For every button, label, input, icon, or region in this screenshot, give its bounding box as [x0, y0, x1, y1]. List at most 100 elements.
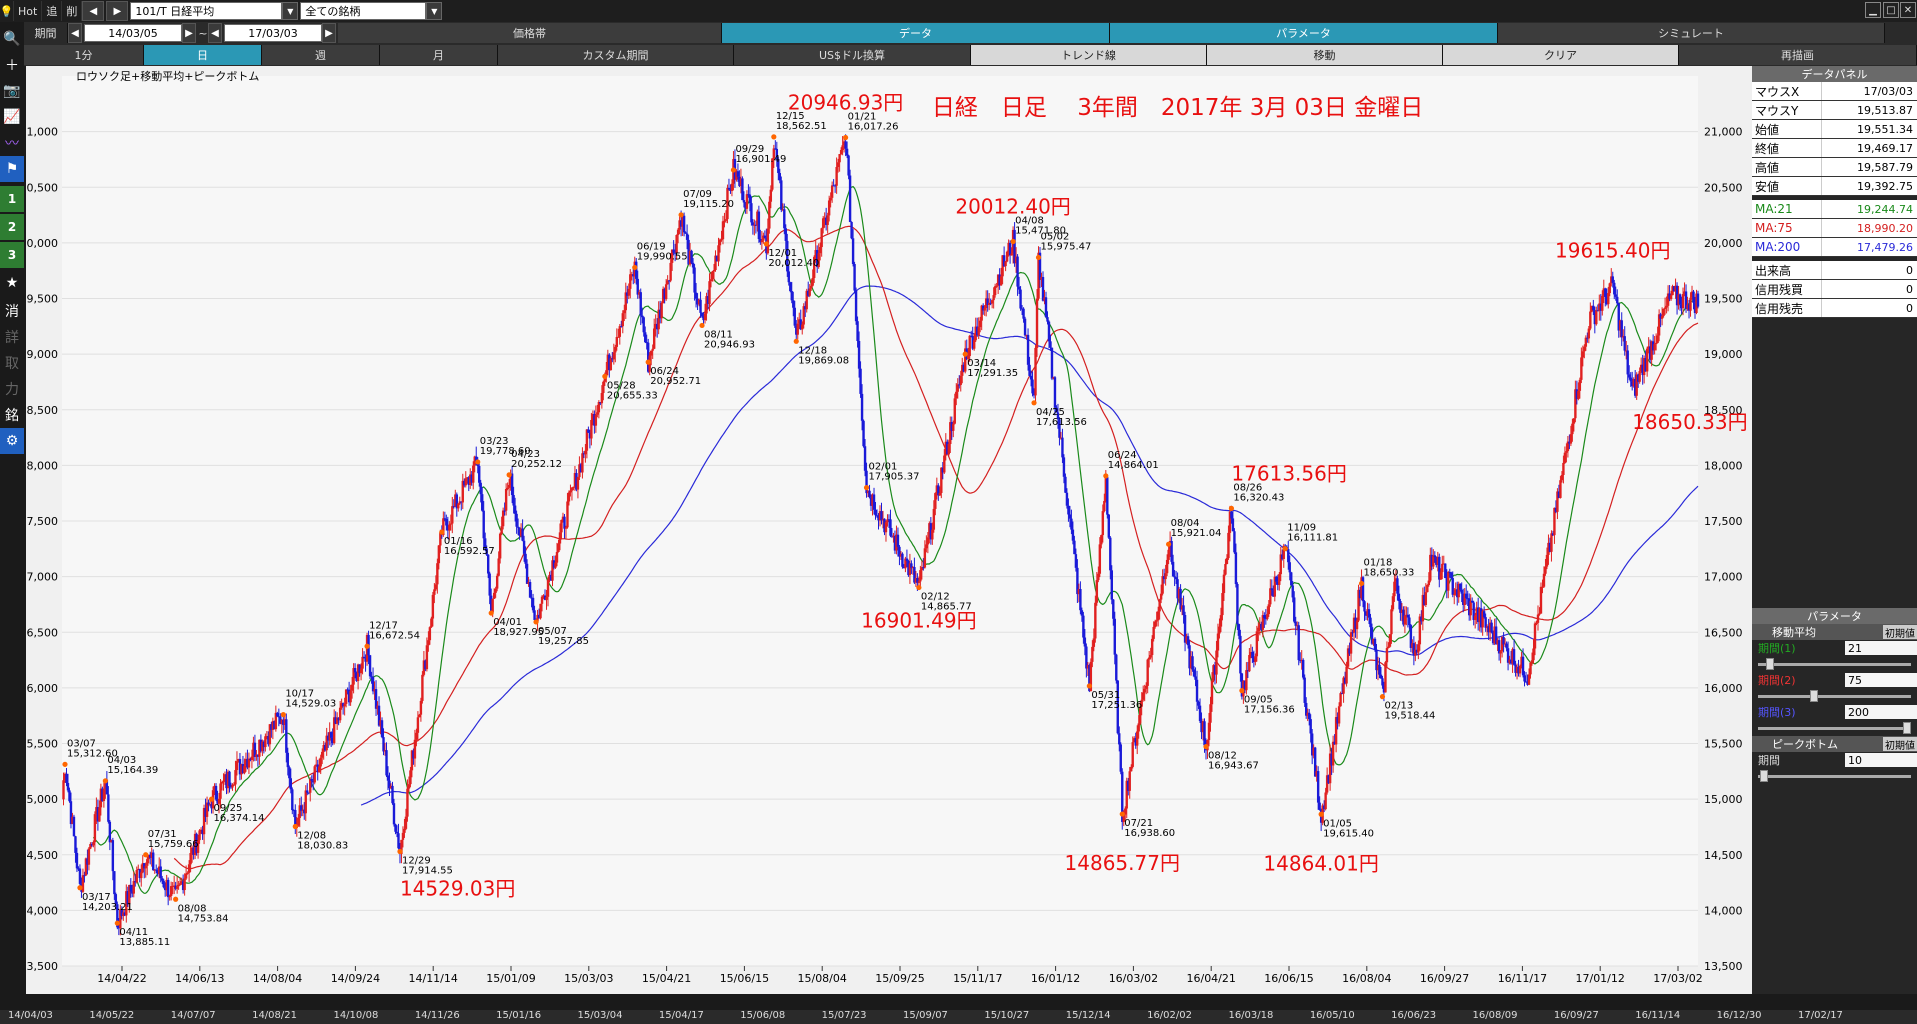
camera-icon[interactable]: 📷 — [3, 83, 21, 99]
power-button[interactable]: 力 — [5, 382, 19, 398]
candle-body — [451, 506, 454, 524]
date-from-prev-button[interactable]: ◀ — [68, 23, 82, 43]
ma-period3-slider[interactable] — [1758, 722, 1911, 734]
ma-period1-input[interactable]: 21 — [1845, 641, 1917, 655]
tab-price-band[interactable]: 価格帯 — [338, 23, 722, 43]
delete-button[interactable]: 削 — [62, 1, 83, 21]
date-to-next-button[interactable]: ▶ — [322, 23, 336, 43]
date-from-next-button[interactable]: ▶ — [182, 23, 196, 43]
price-annotation: 16901.49円 — [861, 609, 976, 633]
redraw-button[interactable]: 再描画 — [1679, 45, 1917, 65]
hot-button[interactable]: Hot — [14, 1, 43, 21]
ma-period3-input[interactable]: 200 — [1845, 705, 1917, 719]
candle-body — [925, 544, 928, 549]
data-panel-value: 0 — [1906, 301, 1913, 315]
ma-period1-thumb[interactable] — [1766, 658, 1774, 670]
preset-2-button[interactable]: 2 — [0, 214, 24, 240]
candle-body — [759, 239, 762, 243]
symbol-dropdown-icon[interactable]: ▼ — [282, 2, 299, 20]
pb-period-slider[interactable] — [1758, 770, 1911, 782]
candle-body — [1415, 649, 1419, 653]
bulb-icon[interactable]: 💡 — [0, 1, 14, 21]
tab-simulate[interactable]: シミュレート — [1498, 23, 1885, 43]
candle-body — [978, 320, 982, 328]
brand-button[interactable]: 銘 — [5, 408, 19, 424]
search-icon[interactable]: 🔍 — [3, 31, 21, 47]
date-from-field[interactable]: 14/03/05 — [84, 24, 182, 42]
add-button[interactable]: 追 — [42, 1, 63, 21]
candle-body — [552, 560, 556, 568]
candle-body — [682, 215, 686, 233]
candle-body — [1665, 305, 1668, 308]
preset-3-button[interactable]: 3 — [0, 242, 24, 268]
chart-compare-icon[interactable]: 〰 — [5, 136, 19, 152]
tab-1min[interactable]: 1分 — [24, 45, 144, 65]
candle-body — [841, 145, 844, 151]
candle-body — [87, 848, 91, 865]
date-to-prev-button[interactable]: ◀ — [208, 23, 222, 43]
symbol-field[interactable]: 101/T 日経平均 — [130, 2, 283, 20]
pb-reset-button[interactable]: 初期値 — [1883, 737, 1917, 752]
candle-body — [1402, 609, 1405, 625]
data-panel-rows: マウスX 17/03/03 マウスY 19,513.87 始値 19,551.34 終値 19… — [1752, 82, 1917, 318]
candle-body — [1562, 462, 1565, 475]
flag-icon[interactable]: ⚑ — [0, 156, 24, 182]
candle-body — [1049, 341, 1052, 348]
tab-custom-period[interactable]: カスタム期間 — [498, 45, 734, 65]
peak-date-label: 04/08 — [1015, 215, 1044, 226]
minimize-icon[interactable]: ▁ — [1865, 2, 1881, 18]
ma-period2-slider[interactable] — [1758, 690, 1911, 702]
bottom-date-label: 15/01/16 — [496, 1010, 542, 1021]
candle-body — [141, 863, 144, 873]
tab-weekly[interactable]: 週 — [262, 45, 380, 65]
candle-body — [1435, 557, 1438, 565]
preset-1-button[interactable]: 1 — [0, 186, 24, 212]
universe-field[interactable]: 全ての銘柄 — [300, 2, 427, 20]
tab-daily[interactable]: 日 — [144, 45, 262, 65]
candle-body — [1333, 741, 1336, 745]
ma-period2-thumb[interactable] — [1810, 690, 1818, 702]
pb-period-thumb[interactable] — [1760, 770, 1768, 782]
candle-body — [509, 473, 512, 486]
date-to-field[interactable]: 17/03/03 — [224, 24, 322, 42]
candle-body — [292, 810, 295, 812]
universe-dropdown-icon[interactable]: ▼ — [426, 2, 443, 20]
candle-body — [524, 553, 527, 564]
chart-line-icon[interactable]: 📈 — [3, 109, 21, 125]
ma-reset-button[interactable]: 初期値 — [1883, 625, 1917, 640]
candle-body — [980, 305, 983, 321]
candle-body — [641, 315, 644, 318]
clear-button[interactable]: クリア — [1443, 45, 1679, 65]
detail-button[interactable]: 詳 — [5, 330, 19, 346]
close-icon[interactable]: ✕ — [1900, 2, 1916, 18]
tab-data[interactable]: データ — [722, 23, 1110, 43]
candle-body — [1571, 423, 1574, 435]
chart-panel[interactable]: 03/07 15,312.60 03/17 14,203.21 04/03 15,164.… — [26, 66, 1752, 994]
crosshair-icon[interactable]: ＋ — [5, 58, 19, 74]
gear-icon[interactable]: ⚙ — [0, 428, 24, 454]
ma-period1-slider[interactable] — [1758, 658, 1911, 670]
fetch-button[interactable]: 取 — [5, 356, 19, 372]
candle-body — [358, 664, 361, 674]
tab-usd-conversion[interactable]: US$ドル換算 — [734, 45, 971, 65]
ma-period3-thumb[interactable] — [1903, 722, 1911, 734]
tab-monthly[interactable]: 月 — [380, 45, 498, 65]
candle-body — [621, 313, 624, 327]
ma-period2-input[interactable]: 75 — [1845, 673, 1917, 687]
next-symbol-button[interactable]: ▶ — [106, 1, 129, 21]
star-icon[interactable]: ★ — [5, 275, 19, 291]
candle-body — [1511, 649, 1514, 664]
candle-body — [1091, 646, 1094, 662]
tab-parameters[interactable]: パラメータ — [1110, 23, 1498, 43]
move-button[interactable]: 移動 — [1207, 45, 1443, 65]
candle-body — [609, 358, 613, 371]
candle-body — [1336, 717, 1339, 724]
erase-button[interactable]: 消 — [5, 304, 19, 320]
maximize-icon[interactable]: □ — [1883, 2, 1899, 18]
prev-symbol-button[interactable]: ◀ — [82, 1, 105, 21]
pb-period-input[interactable]: 10 — [1845, 753, 1917, 767]
trendline-button[interactable]: トレンド線 — [971, 45, 1207, 65]
candle-body — [842, 141, 846, 146]
candle-body — [74, 836, 77, 853]
